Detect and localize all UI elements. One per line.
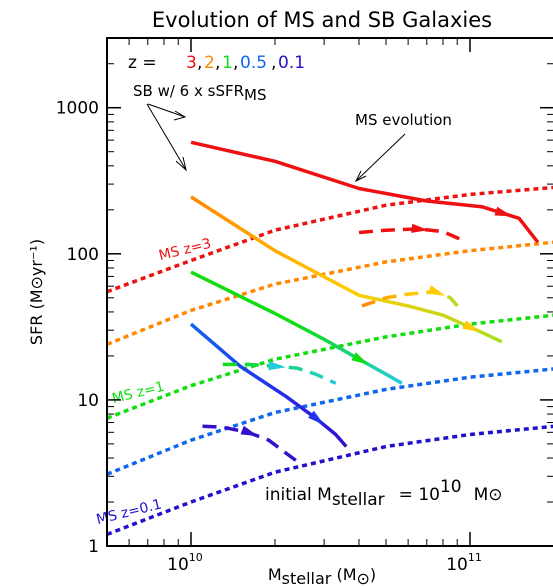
ms-relation-z-2 (106, 240, 553, 347)
sb-arrow-sb-z-2 (462, 320, 481, 332)
ms-evolution-arrow (354, 133, 406, 183)
x-axis-label-sub: stellar (282, 569, 332, 586)
x-axis-label: Mstellar (M⊙) (268, 565, 376, 586)
legend-z05: 0.5 (240, 53, 267, 73)
x-axis-label-main: M (268, 565, 282, 584)
x-tick-label-exp: 10 (189, 551, 203, 564)
sb-track-sb-z-2 (190, 195, 503, 344)
legend-sep-1: , (197, 53, 202, 73)
sb-annotation-sub: MS (244, 86, 266, 104)
initial-mass-unit: M⊙ (474, 485, 503, 505)
legend: z = 3 , 2 , 1 , 0.5 , 0.1 (128, 53, 305, 73)
ms-relation-ms-z-3 (106, 185, 553, 294)
ms-evolution-track-ms-evo-z-3 (358, 227, 462, 242)
ms-evolution-track-ms-evo-z-1 (222, 362, 337, 385)
plot-area: MS z=3 MS z=1 MS z=0.1 (95, 140, 553, 537)
x-tick-label-base: 10 (167, 555, 189, 575)
ms-evolution-arrow-ms-evo-z-3 (411, 223, 429, 233)
legend-sep-2: , (215, 53, 220, 73)
y-tick-label: 1 (88, 537, 99, 557)
sb-track-sb-z-0-5 (189, 322, 348, 448)
ms-relation-ms-z-0-1 (106, 424, 553, 537)
initial-mass-annotation: initial Mstellar = 1010 M⊙ (265, 477, 503, 510)
y-axis-label: SFR (M⊙yr⁻¹) (27, 239, 46, 345)
plot-frame (106, 37, 553, 547)
ms-evolution-arrow-ms-evo-z-2 (427, 285, 446, 296)
ms-evolution-track-ms-evo-z-2 (361, 289, 464, 314)
x-axis-label-unit-close: ) (370, 565, 376, 584)
legend-z2: 2 (204, 53, 215, 73)
y-tick-label: 10 (77, 391, 99, 411)
ms-label-ms-z-0-1: MS z=0.1 (95, 496, 164, 528)
ms-relation-ms-z-1 (106, 313, 553, 420)
initial-mass-sub: stellar (332, 490, 385, 510)
x-tick-label: 1010 (167, 551, 203, 575)
initial-mass-eq: = 10 (399, 485, 440, 505)
sb-arrow-sb-z-3 (494, 206, 513, 217)
x-tick-label-exp: 11 (468, 551, 482, 564)
legend-prefix: z = (128, 53, 157, 73)
sb-arrow-sb-z-0-5 (308, 410, 325, 426)
initial-mass-exp: 10 (440, 477, 462, 497)
x-tick-label-base: 10 (446, 555, 468, 575)
sb-annotation: SB w/ 6 x sSFRMS (133, 82, 266, 104)
x-axis-label-unit-sub: ⊙ (357, 569, 370, 586)
y-tick-label: 1000 (56, 99, 99, 119)
sb-track-sb-z-1 (190, 270, 403, 385)
sb-annotation-arrows (146, 103, 187, 172)
ms-evolution-arrow-ms-evo-z-0-5 (240, 425, 259, 437)
ms-label-ms-z-3: MS z=3 (157, 236, 213, 264)
ms-label-ms-z-1: MS z=1 (110, 379, 166, 407)
sb-arrow-sb-z-1 (351, 352, 369, 365)
legend-z01: 0.1 (278, 53, 305, 73)
y-tick-label: 100 (67, 245, 99, 265)
x-axis-label-unit-open: (M (331, 565, 356, 584)
sb-annotation-text: SB w/ 6 x sSFR (133, 82, 244, 100)
legend-sep-4: , (271, 53, 276, 73)
x-tick-label: 1011 (446, 551, 482, 575)
ms-evolution-arrow-ms-evo-z-1 (268, 361, 286, 371)
legend-z3: 3 (186, 53, 197, 73)
ms-evolution-annotation: MS evolution (355, 111, 452, 129)
sb-track-sb-z-3 (190, 140, 540, 244)
legend-z1: 1 (222, 53, 233, 73)
legend-sep-3: , (233, 53, 238, 73)
ms-relation-z-0-5 (106, 367, 553, 476)
chart-title: Evolution of MS and SB Galaxies (152, 8, 492, 32)
ms-evolution-track-ms-evo-z-0-5 (202, 424, 299, 463)
initial-mass-text: initial M (265, 485, 332, 505)
